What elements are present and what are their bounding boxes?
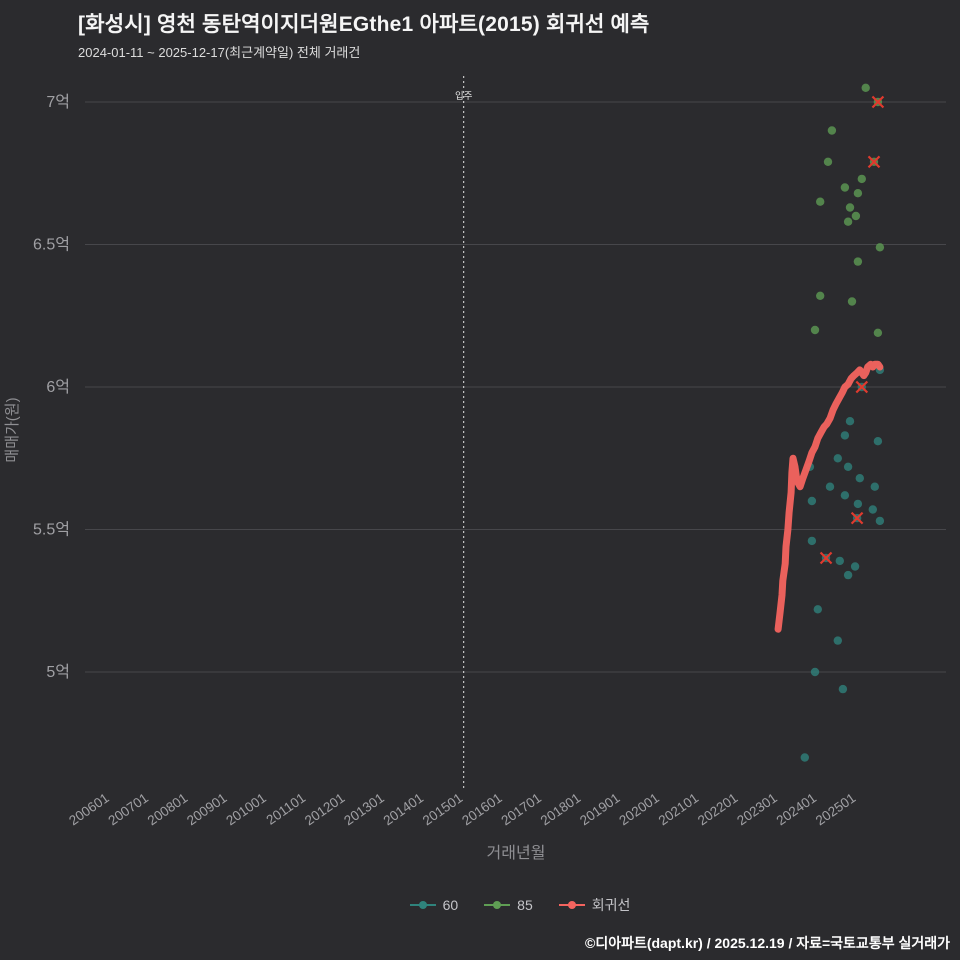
x-tick-label: 201401 — [381, 790, 427, 828]
x-tick-label: 200601 — [66, 790, 112, 828]
legend-label-regression: 회귀선 — [591, 897, 631, 913]
x-tick-label: 200701 — [106, 790, 152, 828]
scatter-point-85[interactable] — [816, 197, 825, 206]
scatter-point-60[interactable] — [853, 499, 863, 509]
scatter-point-60[interactable] — [843, 462, 853, 471]
y-tick-label: 7억 — [46, 93, 70, 111]
highlight-x-marker[interactable] — [819, 551, 833, 565]
highlight-x-marker[interactable] — [867, 155, 881, 169]
x-tick-label: 202201 — [695, 790, 741, 828]
legend-dot — [493, 901, 502, 909]
y-tick-label: 6억 — [46, 378, 70, 396]
x-tick-label: 201301 — [341, 790, 387, 828]
highlight-x-marker[interactable] — [850, 511, 864, 525]
scatter-point-60[interactable] — [850, 562, 860, 571]
legend-label-85: 85 — [517, 897, 533, 913]
y-tick-label: 6.5억 — [33, 236, 70, 254]
scatter-point-85[interactable] — [853, 189, 863, 198]
legend-label-60: 60 — [442, 897, 459, 913]
chart-subtitle: 2024-01-11 ~ 2025-12-17(최근계약일) 전체 거래건 — [78, 45, 361, 60]
scatter-point-60[interactable] — [807, 496, 817, 506]
scatter-point-85[interactable] — [840, 183, 850, 192]
legend-item-regression[interactable]: 회귀선 — [558, 895, 631, 915]
scatter-point-60[interactable] — [838, 684, 848, 694]
scatter-point-60[interactable] — [810, 667, 820, 677]
scatter-point-85[interactable] — [843, 217, 853, 226]
x-tick-label: 202401 — [774, 790, 820, 828]
x-tick-label: 200801 — [145, 790, 191, 828]
scatter-point-85[interactable] — [823, 157, 833, 166]
legend-dot — [567, 901, 576, 909]
scatter-point-85[interactable] — [827, 126, 837, 135]
x-axis-title: 거래년월 — [487, 844, 546, 862]
legend: 60 85 회귀선 — [0, 895, 960, 915]
x-tick-label: 201101 — [264, 790, 309, 828]
scatter-point-85[interactable] — [861, 83, 870, 93]
x-tick-label: 202501 — [813, 790, 859, 828]
regression-marker-icon — [558, 900, 585, 910]
scatter-point-60[interactable] — [833, 636, 842, 645]
y-tick-label: 5.5억 — [33, 521, 70, 539]
scatter-point-85[interactable] — [816, 291, 825, 300]
x-tick-label: 202301 — [734, 790, 780, 828]
scatter-point-60[interactable] — [840, 491, 850, 500]
scatter-point-85[interactable] — [857, 174, 866, 184]
y-tick-label: 5억 — [46, 663, 70, 681]
scatter-point-60[interactable] — [807, 536, 817, 546]
scatter-point-60[interactable] — [870, 482, 879, 491]
legend-item-60[interactable]: 60 — [409, 897, 459, 913]
scatter-point-60[interactable] — [833, 454, 842, 463]
scatter-point-85[interactable] — [851, 211, 861, 221]
attribution-text: ©디아파트(dapt.kr) / 2025.12.19 / 자료=국토교통부 실… — [585, 935, 950, 951]
x-tick-label: 201701 — [499, 790, 545, 828]
x-tick-label: 201001 — [223, 790, 269, 828]
move-in-annotation-label: 입주 — [455, 90, 473, 102]
chart-title: [화성시] 영천 동탄역이지더원EGthe1 아파트(2015) 회귀선 예측 — [78, 13, 650, 36]
highlight-x-marker[interactable] — [871, 95, 885, 109]
scatter-point-60[interactable] — [843, 570, 853, 580]
x-tick-label: 202101 — [656, 790, 702, 828]
x-tick-label: 202001 — [616, 790, 662, 828]
scatter-point-60[interactable] — [800, 753, 809, 762]
series-85-marker-icon — [484, 900, 511, 910]
scatter-point-60[interactable] — [875, 516, 885, 526]
x-tick-label: 201901 — [577, 790, 623, 828]
x-tick-label: 200901 — [184, 790, 230, 828]
scatter-point-85[interactable] — [810, 325, 820, 335]
scatter-point-60[interactable] — [835, 556, 844, 566]
series-60-marker-icon — [409, 900, 436, 910]
scatter-point-60[interactable] — [840, 431, 850, 440]
x-tick-label: 201801 — [538, 790, 584, 828]
scatter-point-85[interactable] — [875, 243, 885, 252]
scatter-point-85[interactable] — [847, 297, 857, 306]
scatter-point-60[interactable] — [873, 437, 883, 446]
scatter-point-85[interactable] — [845, 203, 855, 212]
scatter-point-60[interactable] — [813, 605, 822, 614]
highlight-x-marker[interactable] — [855, 380, 869, 394]
x-tick-label: 201201 — [302, 790, 348, 828]
scatter-point-60[interactable] — [845, 417, 855, 426]
x-tick-label: 201601 — [459, 790, 505, 828]
regression-line[interactable] — [774, 360, 884, 633]
scatter-point-85[interactable] — [873, 328, 883, 337]
y-axis-title: 매매가(원) — [4, 397, 21, 462]
scatter-point-60[interactable] — [855, 474, 864, 483]
legend-item-85[interactable]: 85 — [484, 897, 533, 913]
scatter-point-60[interactable] — [825, 482, 835, 491]
scatter-point-60[interactable] — [868, 505, 877, 514]
scatter-point-85[interactable] — [853, 257, 863, 266]
legend-dot — [418, 901, 427, 909]
x-tick-label: 201501 — [420, 790, 466, 828]
